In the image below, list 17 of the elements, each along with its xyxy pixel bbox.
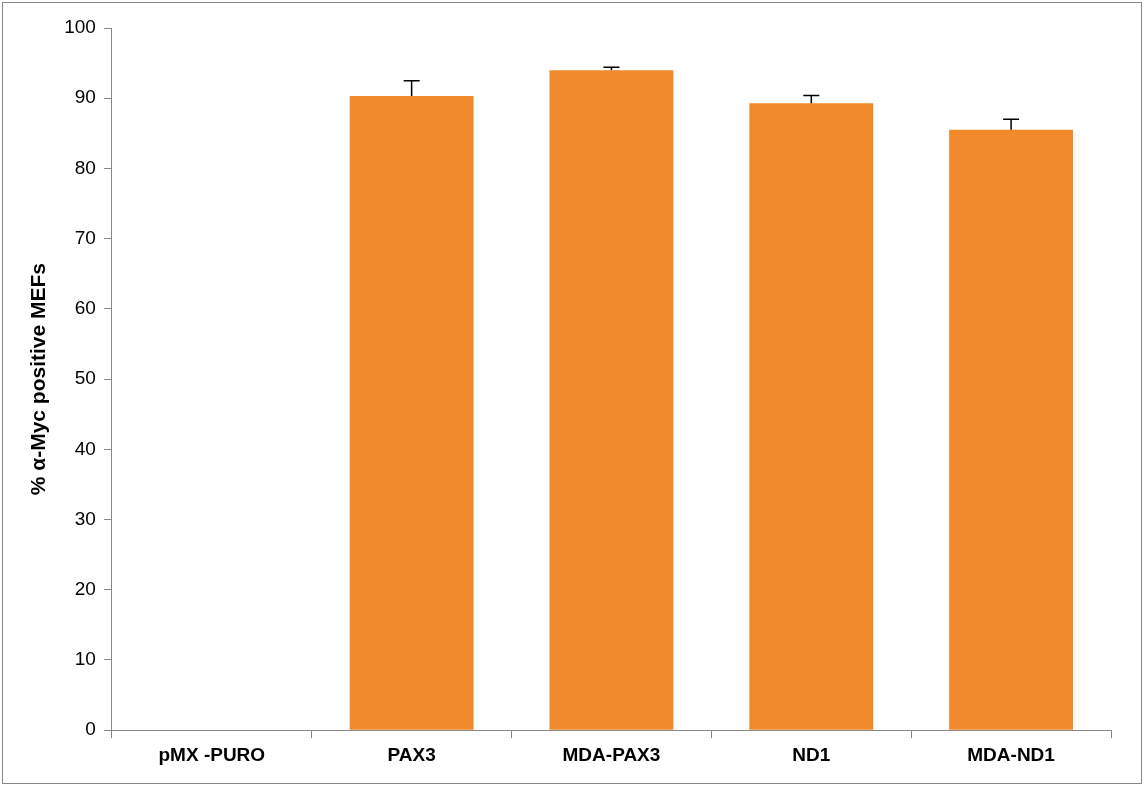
x-tick-label: PAX3 <box>387 743 436 765</box>
y-axis-title: % α-Myc positive MEFs <box>26 262 50 496</box>
y-tick-label: 30 <box>74 507 96 529</box>
y-tick-label: 10 <box>74 648 96 670</box>
x-tick-label: MDA-PAX3 <box>562 743 661 765</box>
y-tick-label: 40 <box>74 437 96 459</box>
y-tick-label: 70 <box>74 226 96 248</box>
x-tick-label: ND1 <box>792 743 831 765</box>
y-tick-label: 90 <box>74 86 96 108</box>
x-tick-label: MDA-ND1 <box>967 743 1056 765</box>
y-tick-label: 50 <box>74 367 96 389</box>
y-tick-label: 100 <box>64 16 96 38</box>
y-tick-label: 0 <box>85 718 96 740</box>
y-tick-label: 60 <box>74 297 96 319</box>
y-tick-label: 80 <box>74 156 96 178</box>
x-tick-label: pMX -PURO <box>158 743 266 765</box>
y-tick-label: 20 <box>74 577 96 599</box>
